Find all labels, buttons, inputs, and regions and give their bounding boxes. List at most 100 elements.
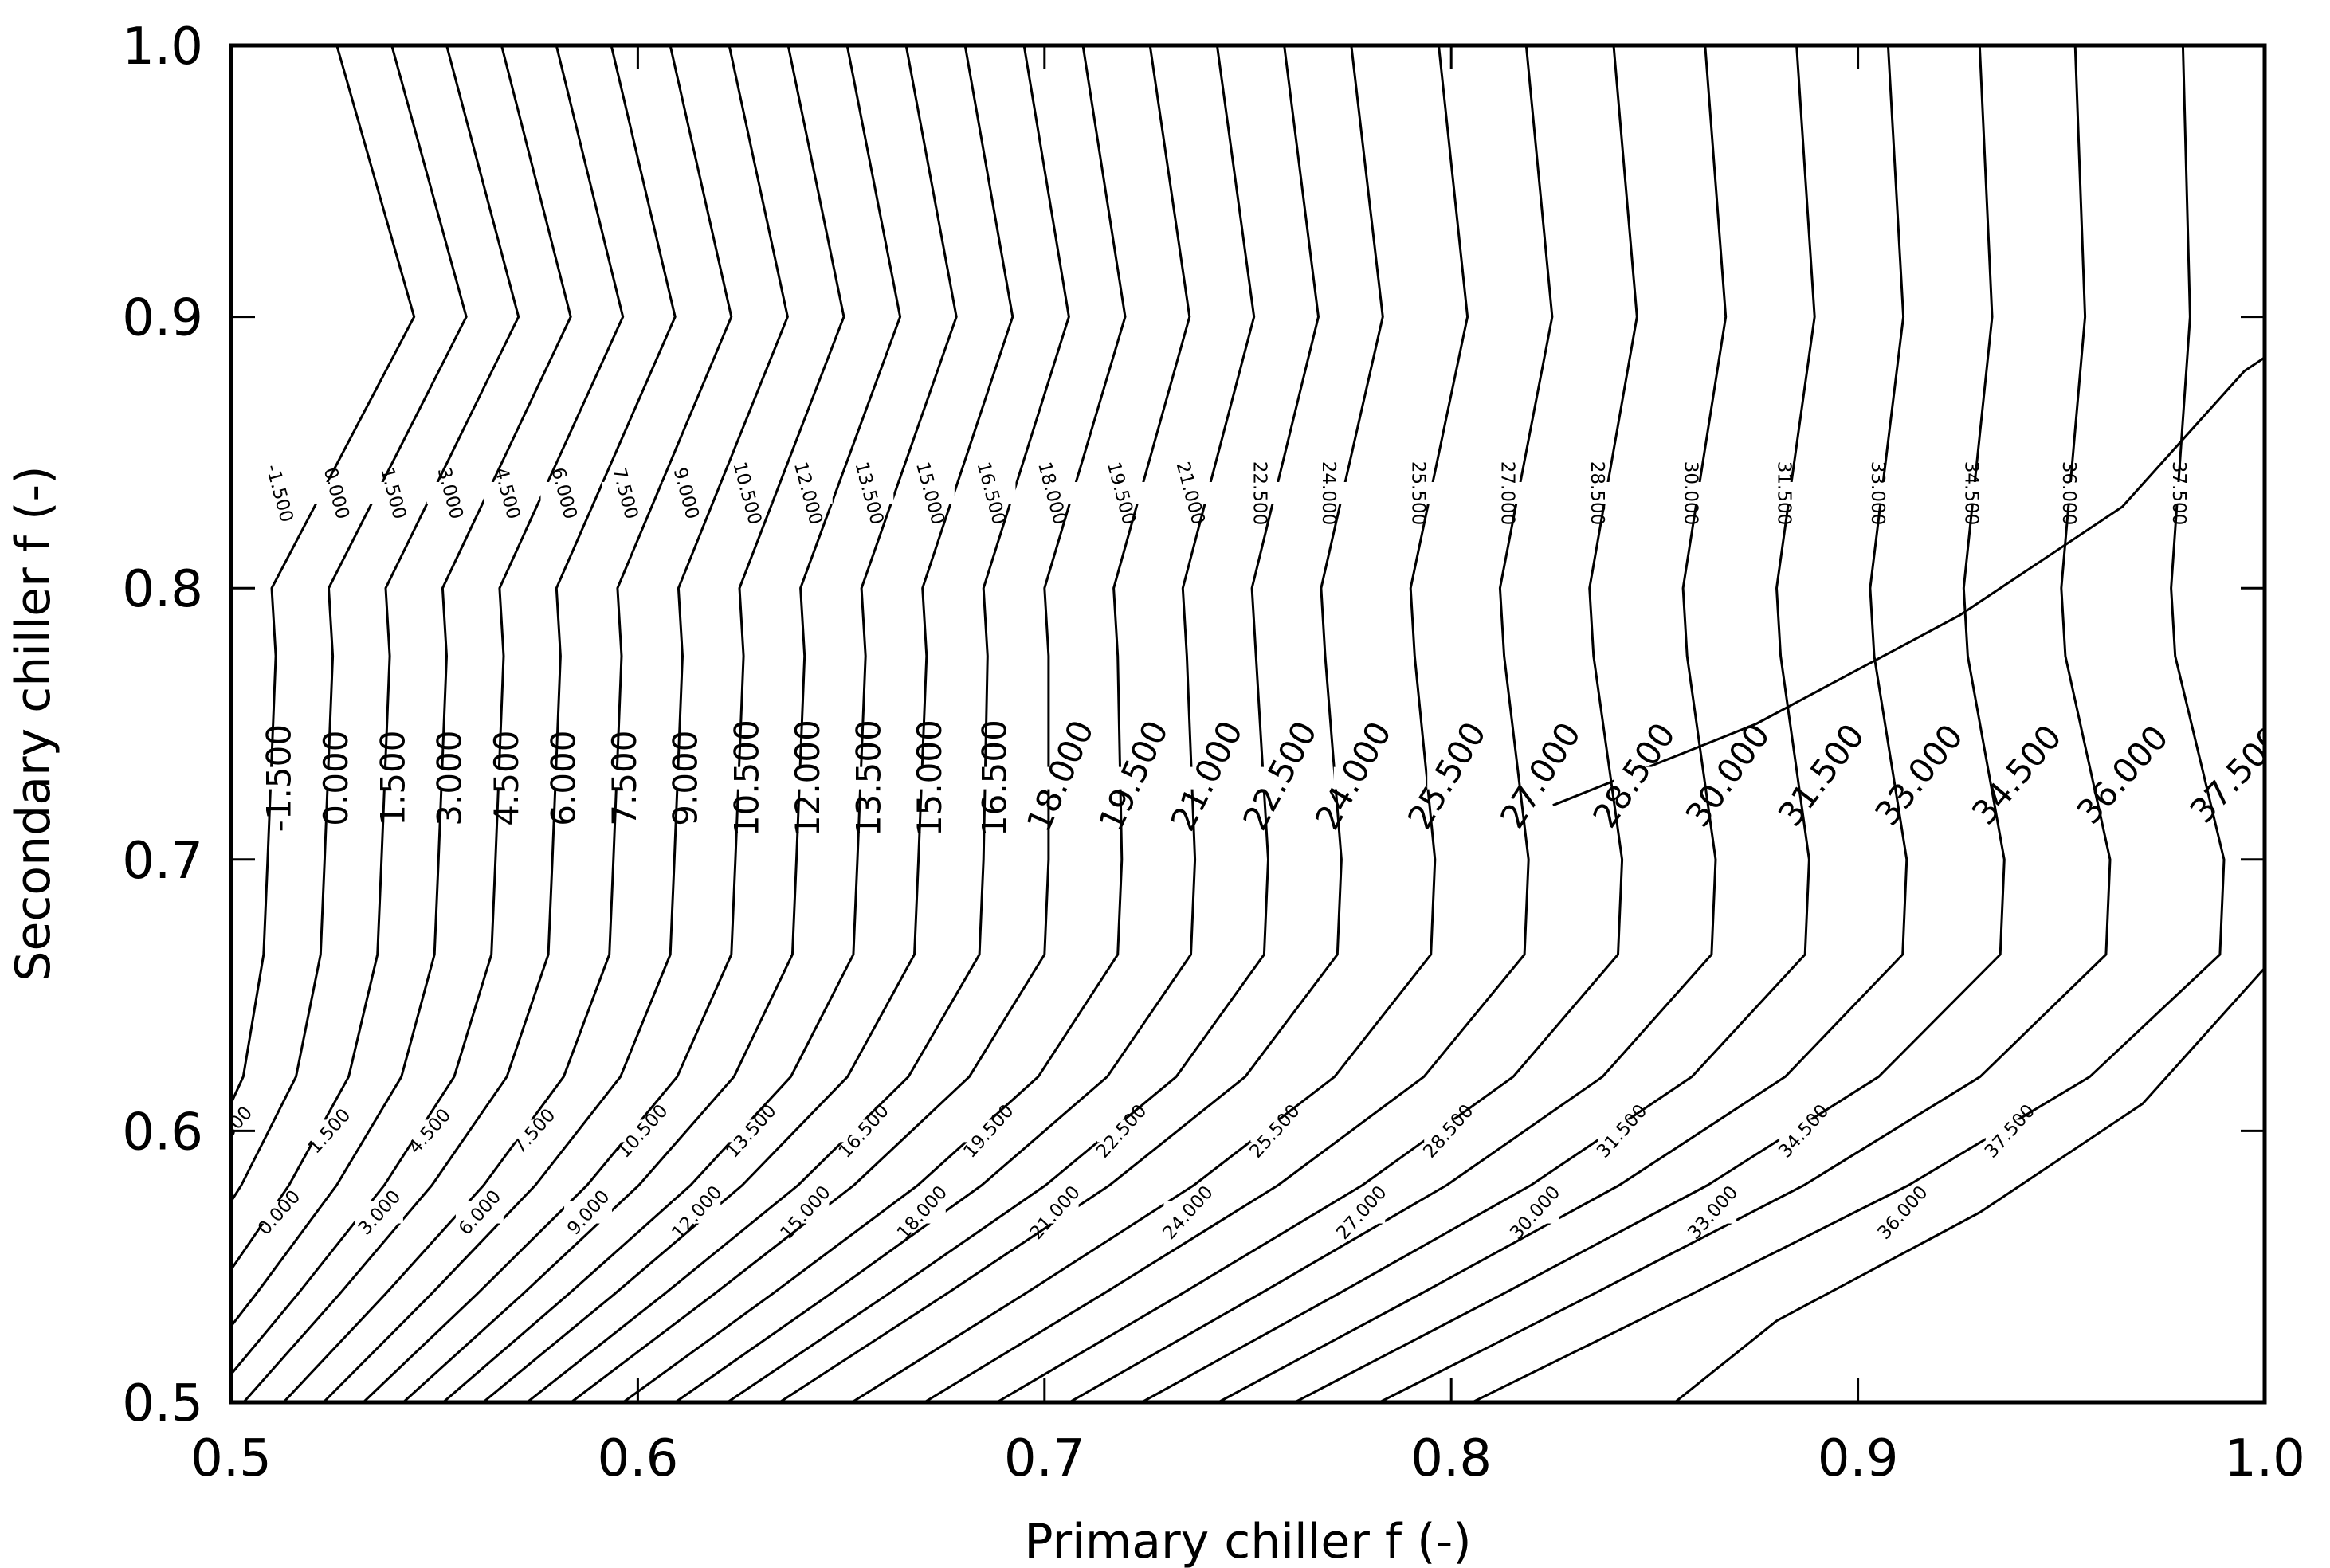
contour-label-bg	[312, 481, 361, 504]
contour-label-bg	[2046, 481, 2094, 504]
contour-label: 13.500	[849, 719, 888, 837]
contour-line	[779, 45, 1384, 1402]
x-tick-label: 1.0	[2224, 1429, 2305, 1488]
contour-label: 24.000	[1318, 461, 1339, 525]
contour-label-bg	[2216, 766, 2265, 790]
contour-label-bg	[256, 481, 304, 504]
contour-line	[996, 45, 1638, 1402]
contour-label-bg	[906, 481, 955, 504]
contour-label: 9.000	[666, 730, 705, 825]
contour-line	[402, 45, 902, 1402]
contour-label: 3.000	[430, 730, 469, 825]
contour-label-bg	[374, 766, 422, 790]
contour-label: 33.000	[1867, 461, 1888, 525]
contour-label-bg	[602, 481, 650, 504]
contour-label-bg	[1598, 1119, 1646, 1143]
contour-labels: -1.500-1.5000.0000.0001.5001.5003.0003.0…	[231, 460, 2265, 1244]
contour-label-bg	[1260, 766, 1308, 790]
contour-label-bg	[967, 481, 1016, 504]
contour-label-bg	[564, 1201, 613, 1224]
contour-line	[622, 45, 1191, 1402]
plot-frame	[229, 43, 2267, 1405]
contour-line	[1673, 966, 2265, 1402]
contour-label-bg	[1689, 1201, 1737, 1224]
contour-label-bg	[1394, 481, 1443, 504]
contour-label: 25.500	[1400, 715, 1494, 836]
contour-label: 12.000	[788, 719, 827, 837]
contour-label-bg	[254, 1201, 303, 1224]
contour-label-bg	[484, 481, 532, 504]
contour-label-bg	[910, 766, 959, 790]
x-axis-label: Primary chiller f (-)	[1024, 1514, 1471, 1568]
contour-label-bg	[1708, 766, 1756, 790]
contour-label-bg	[1163, 1201, 1212, 1224]
contour-label: 16.500	[975, 719, 1014, 837]
contour-label-bg	[1424, 1119, 1473, 1143]
contour-label-bg	[975, 766, 1024, 790]
contour-line	[1294, 45, 2006, 1402]
contour-label: 30.000	[1677, 716, 1777, 834]
contour-label-bg	[2155, 481, 2203, 504]
contour-line	[674, 45, 1256, 1402]
contour-label-bg	[1305, 481, 1354, 504]
contour-label-bg	[1614, 766, 1662, 790]
contour-label-bg	[1779, 1119, 1828, 1143]
contour-label-bg	[1187, 766, 1236, 790]
contour-label: 7.500	[605, 730, 644, 825]
contour-label-bg	[1520, 766, 1569, 790]
contour-label: 28.500	[1585, 715, 1683, 834]
contour-label-bg	[426, 481, 475, 504]
contour-label-bg	[1427, 766, 1476, 790]
contour-label: 34.500	[1964, 717, 2069, 832]
contour-line	[362, 45, 845, 1402]
contour-label-bg	[839, 1119, 888, 1143]
contour-line	[1218, 45, 1908, 1402]
contour-label: 25.500	[1407, 461, 1428, 525]
contour-label: 33.000	[1867, 717, 1971, 833]
contour-label: 34.500	[1961, 461, 1982, 525]
contour-label: 31.500	[1774, 461, 1795, 525]
contour-label-bg	[1573, 481, 1622, 504]
contour-label-bg	[845, 481, 894, 504]
contour-label-bg	[897, 1201, 946, 1224]
contour-label-bg	[1041, 766, 1089, 790]
contour-label: 4.500	[487, 730, 526, 825]
contour-label: 31.500	[1771, 716, 1873, 833]
contour-label-bg	[1667, 481, 1716, 504]
contour-label: 1.500	[373, 730, 412, 825]
contour-label-bg	[727, 1119, 775, 1143]
contour-label-bg	[781, 1201, 830, 1224]
y-axis-label: Secondary chiller f (-)	[6, 465, 61, 981]
y-tick-label: 0.7	[122, 832, 203, 891]
y-tick-label: 0.5	[122, 1374, 203, 1433]
contour-label: 0.000	[316, 730, 355, 825]
contour-label-bg	[1801, 766, 1849, 790]
contour-line	[1069, 45, 1728, 1402]
contour-label-bg	[724, 481, 772, 504]
contour-label-bg	[488, 766, 536, 790]
contour-label-bg	[1996, 766, 2045, 790]
contour-label-bg	[370, 481, 418, 504]
contour-line	[231, 45, 572, 1328]
contour-label-bg	[1337, 1201, 1386, 1224]
x-tick-label: 0.8	[1410, 1429, 1492, 1488]
contour-label-bg	[1030, 1201, 1079, 1224]
contour-label: 28.500	[1587, 461, 1607, 525]
y-tick-label: 1.0	[122, 18, 203, 76]
contour-label-bg	[405, 1119, 453, 1143]
contour-label-bg	[430, 766, 479, 790]
contour-label-bg	[544, 766, 593, 790]
contour-label-bg	[662, 481, 711, 504]
contour-label: 27.000	[1497, 461, 1518, 525]
contour-line	[1379, 45, 2112, 1402]
contour-label-bg	[1097, 481, 1146, 504]
contour-line	[1141, 45, 1816, 1402]
contour-label-bg	[788, 766, 837, 790]
contour-label: -1.500	[259, 724, 298, 832]
contour-label: 15.000	[910, 719, 949, 837]
contour-label-bg	[728, 766, 776, 790]
contour-label-bg	[260, 766, 308, 790]
contour-line	[322, 45, 789, 1402]
contour-line	[570, 45, 1127, 1402]
